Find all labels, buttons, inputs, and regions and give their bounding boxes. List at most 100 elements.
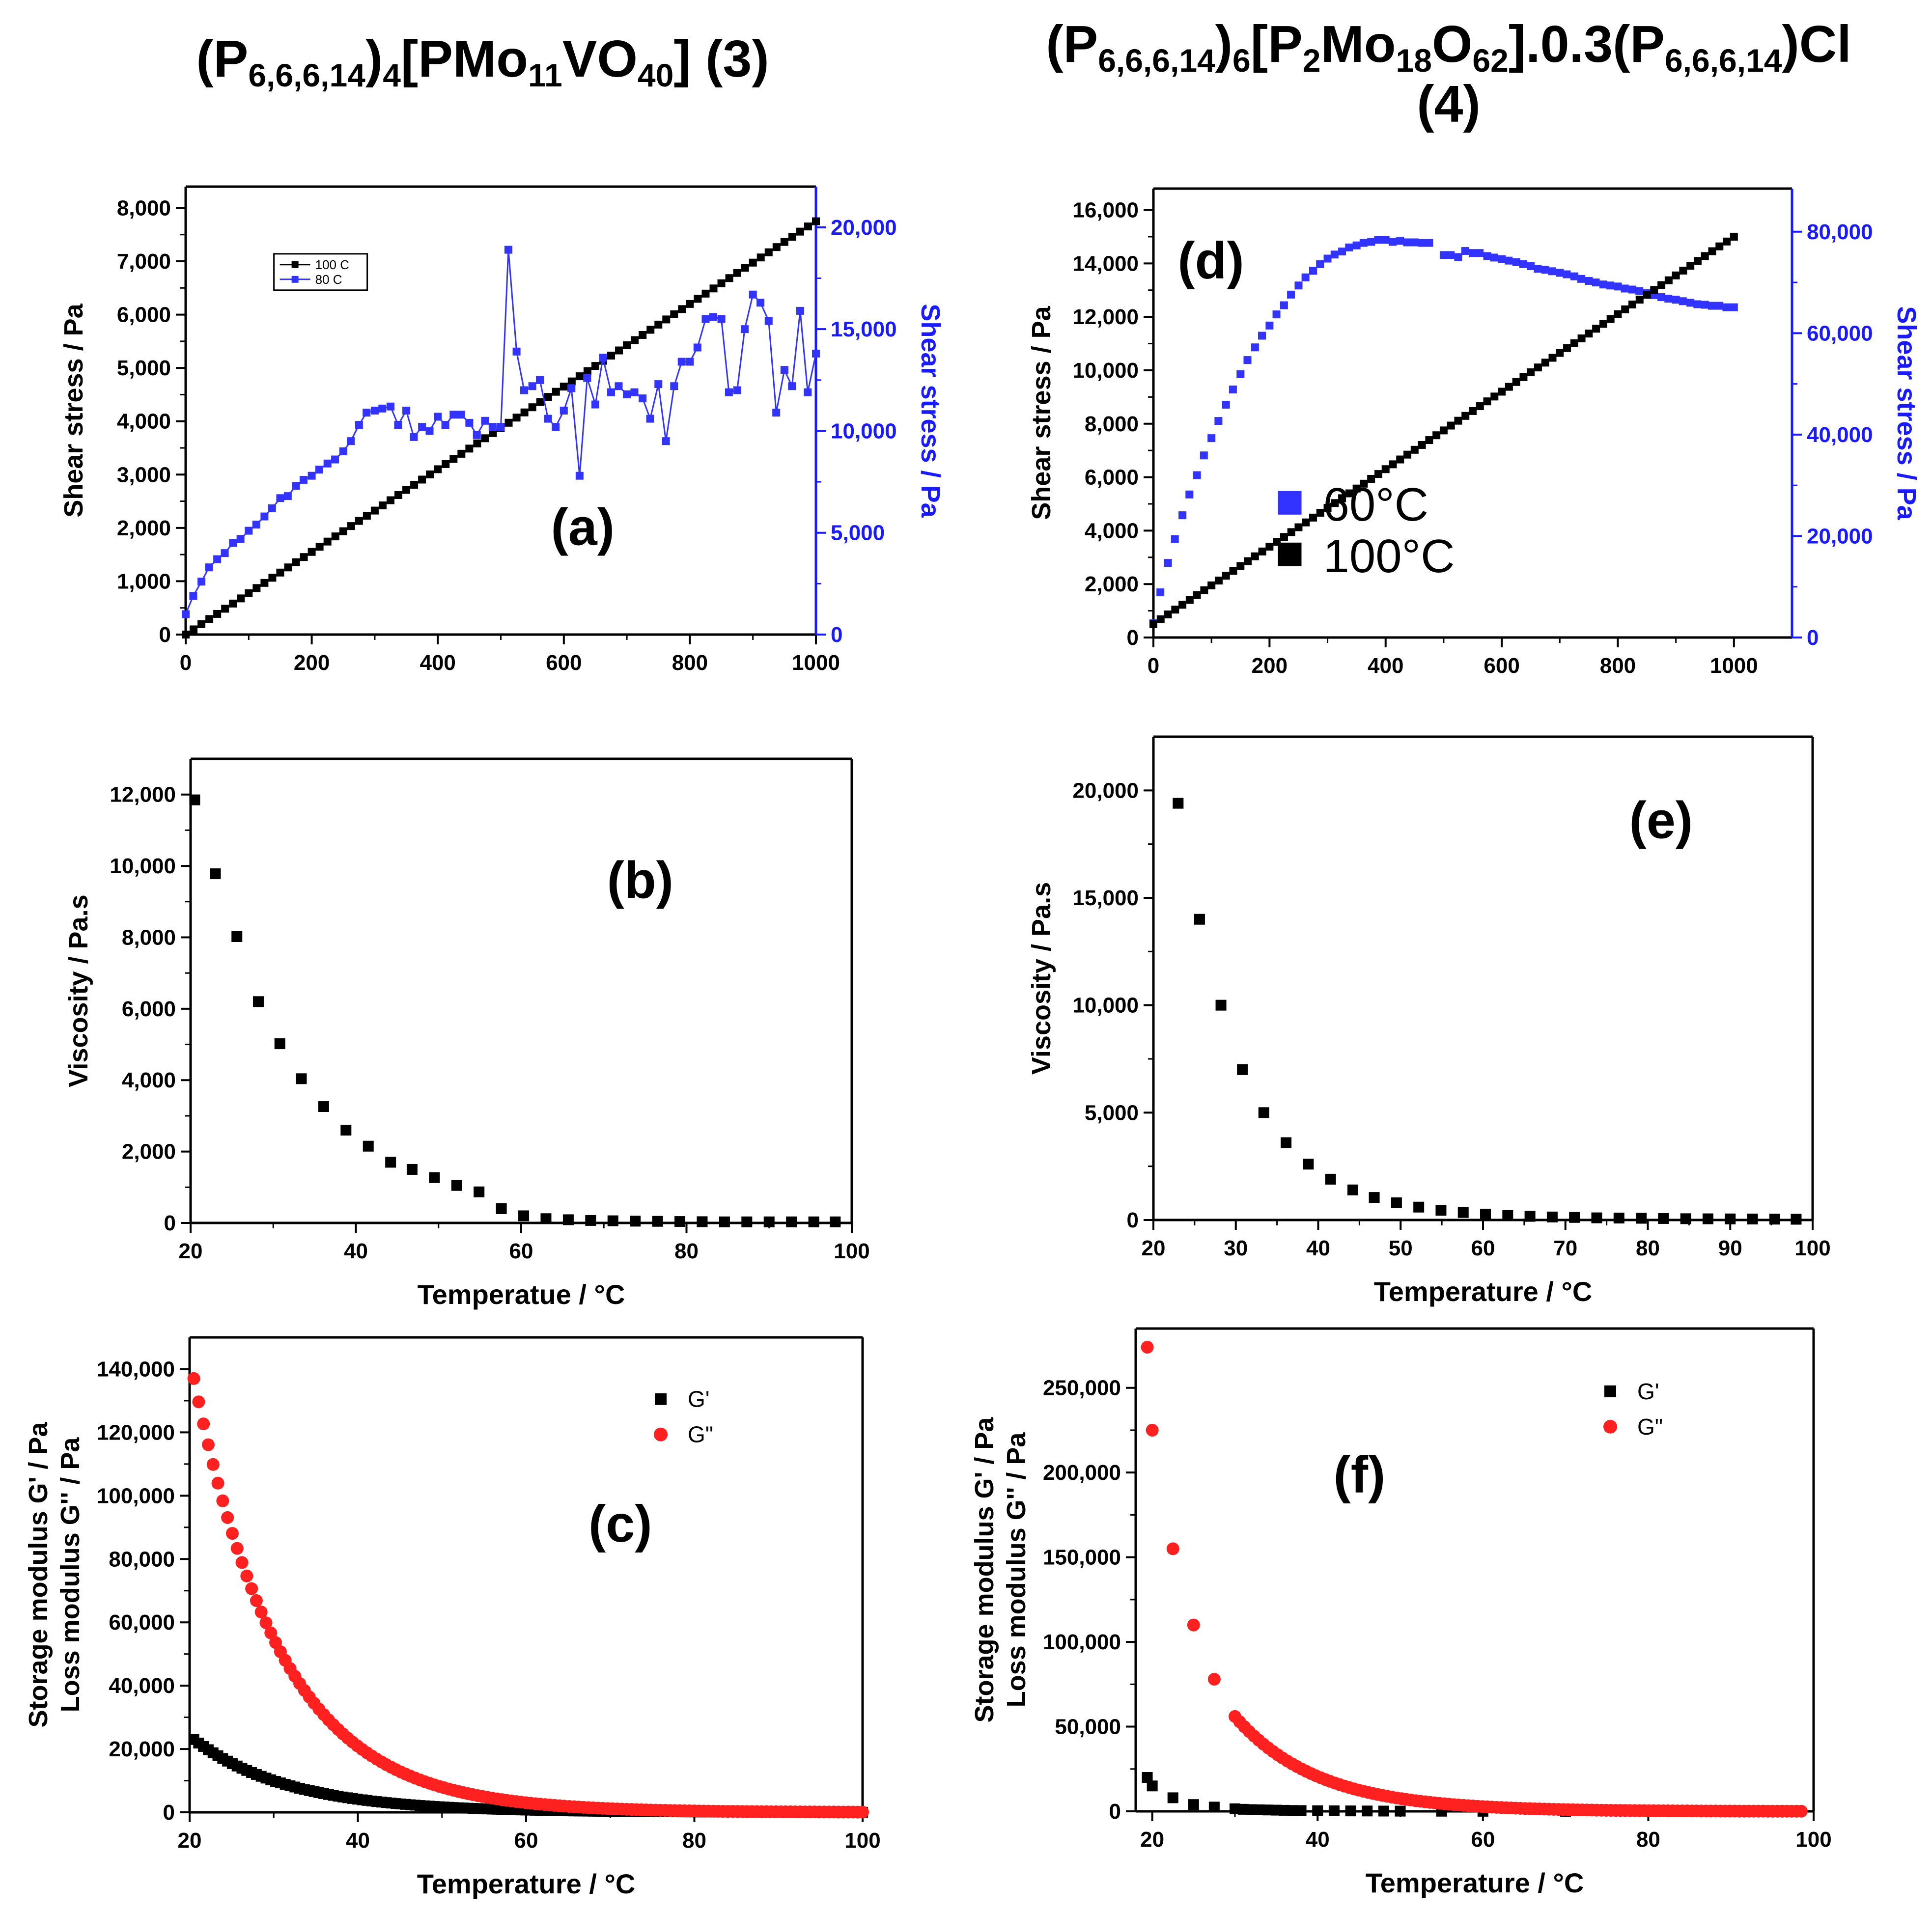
x-axis-title: Temperatue / °C [418, 1279, 625, 1310]
data-point [662, 315, 671, 324]
data-point [1142, 1772, 1153, 1783]
data-point [544, 393, 552, 401]
x-tick-label: 80 [1636, 1236, 1660, 1260]
data-point [1229, 385, 1237, 393]
data-point [725, 388, 733, 396]
data-point [552, 423, 560, 431]
y2-axis-title: Shear stress / Pa [916, 304, 945, 518]
x-axis-title: Temperature / °C [1374, 1276, 1593, 1307]
series-G" [187, 1372, 869, 1819]
data-point [260, 579, 269, 587]
data-point [323, 459, 332, 468]
data-point [1556, 269, 1564, 277]
data-point [772, 243, 781, 251]
series-G" [1141, 1340, 1808, 1818]
y-tick-label: 0 [1127, 1208, 1139, 1232]
data-point [1166, 1542, 1179, 1555]
data-point [1338, 248, 1346, 256]
data-point [1236, 370, 1245, 378]
data-point [701, 315, 710, 323]
formula-subscript: 6 [1232, 42, 1251, 79]
data-point [1185, 490, 1194, 499]
data-point [331, 455, 339, 464]
x-tick-label: 200 [294, 651, 330, 675]
y-tick-label: 3,000 [117, 463, 171, 487]
data-point [1287, 1805, 1298, 1816]
data-point [536, 398, 544, 406]
data-point [1178, 511, 1187, 520]
data-point [623, 390, 631, 398]
data-point [741, 325, 749, 333]
data-point [1722, 303, 1731, 311]
y2-tick-label: 40,000 [1807, 423, 1873, 447]
data-point [1621, 284, 1629, 293]
data-point [1244, 557, 1252, 565]
data-point [674, 1216, 686, 1227]
data-point [630, 388, 639, 396]
data-point [560, 383, 568, 391]
data-point [449, 455, 458, 463]
series-line [185, 250, 817, 615]
data-point [1378, 1805, 1389, 1817]
data-point [1679, 266, 1687, 275]
data-point [1679, 297, 1687, 305]
data-point [1483, 252, 1491, 260]
data-point [1541, 359, 1549, 367]
data-point [1215, 999, 1227, 1011]
y-tick-label: 10,000 [110, 854, 176, 878]
x-tick-label: 60 [514, 1829, 538, 1853]
data-point [1635, 287, 1644, 295]
data-point [488, 423, 497, 431]
legend-marker [1604, 1385, 1616, 1397]
data-point [1146, 1423, 1159, 1437]
y-axis-title: Storage modulus G' / Pa [970, 1417, 999, 1723]
data-point [260, 512, 269, 521]
data-point [1439, 251, 1448, 259]
legend-label: G" [688, 1422, 713, 1447]
data-point [1301, 273, 1310, 281]
x-tick-label: 80 [674, 1239, 699, 1263]
legend-marker [655, 1393, 667, 1405]
data-point [182, 610, 190, 618]
y-axis-title: Viscosity / Pa.s [64, 894, 93, 1087]
data-point [1461, 412, 1470, 420]
data-point [473, 439, 481, 447]
data-point [741, 264, 749, 272]
data-point [830, 1216, 841, 1227]
x-tick-label: 600 [546, 651, 582, 675]
data-point [741, 1216, 753, 1227]
data-point [1512, 258, 1520, 266]
x-tick-label: 100 [1794, 1236, 1830, 1260]
y-tick-label: 4,000 [1085, 519, 1139, 543]
data-point [429, 1172, 440, 1183]
x-tick-label: 1000 [1710, 654, 1758, 678]
data-point [607, 352, 616, 360]
data-point [442, 460, 450, 468]
y-tick-label: 60,000 [109, 1610, 175, 1635]
data-point [300, 553, 308, 561]
chart-panel-d: 0 200 400 600 800 1000 0 2,000 4,000 6,000 8,000 10… [1027, 187, 1921, 678]
data-point [1360, 479, 1368, 488]
x-tick-label: 600 [1484, 654, 1519, 678]
y2-tick-label: 80,000 [1807, 220, 1873, 244]
x-tick-label: 70 [1553, 1236, 1577, 1260]
data-point [1187, 1618, 1200, 1632]
data-point [1490, 253, 1498, 262]
data-point [497, 423, 505, 431]
data-point [1498, 255, 1506, 263]
chart-panel-b: 20 40 60 80 100 0 2,000 4,000 6,000 8,000 10,000 12… [64, 757, 870, 1310]
data-point [639, 394, 647, 403]
data-point [1367, 474, 1375, 483]
data-point [1391, 1197, 1402, 1209]
y-axis-title: Viscosity / Pa.s [1027, 882, 1056, 1075]
data-point [1200, 586, 1208, 594]
data-point [385, 1157, 396, 1168]
data-point [1323, 254, 1332, 263]
data-point [646, 326, 655, 334]
data-point [221, 605, 229, 613]
data-point [394, 491, 403, 499]
legend-marker [1278, 542, 1302, 566]
data-point [1505, 383, 1513, 391]
data-point [1369, 1192, 1380, 1203]
data-point [1294, 523, 1303, 531]
